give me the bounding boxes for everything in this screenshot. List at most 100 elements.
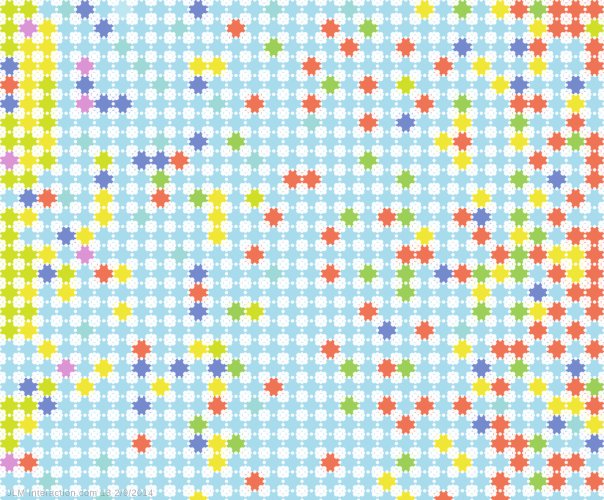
mosaic-tile [396, 283, 416, 302]
mosaic-tile [264, 188, 284, 208]
mosaic-tile [434, 245, 453, 265]
mosaic-tile [75, 132, 95, 151]
mosaic-tile [490, 151, 510, 170]
mosaic-tile [264, 75, 284, 95]
mosaic-tile [75, 226, 95, 246]
mosaic-tile [113, 264, 133, 284]
mosaic-tile [358, 283, 378, 302]
mosaic-tile [226, 434, 246, 453]
mosaic-tile [94, 434, 114, 453]
mosaic-tile [113, 132, 133, 151]
mosaic-tile [509, 471, 529, 491]
mosaic-tile [283, 320, 302, 340]
mosaic-tile [207, 151, 227, 170]
mosaic-tile [94, 37, 114, 57]
mosaic-tile [509, 264, 529, 284]
mosaic-tile [113, 18, 133, 38]
mosaic-tile [377, 94, 397, 114]
mosaic-tile [509, 113, 529, 133]
mosaic-tile [18, 264, 38, 284]
mosaic-tile [471, 377, 491, 397]
mosaic-tile [547, 302, 567, 321]
mosaic-tile [339, 396, 359, 416]
mosaic-tile [18, 320, 38, 340]
mosaic-tile [453, 453, 472, 472]
mosaic-tile [56, 169, 76, 189]
mosaic-tile [245, 339, 265, 359]
mosaic-tile [264, 226, 284, 246]
mosaic-tile [490, 339, 510, 359]
mosaic-tile [339, 37, 359, 57]
mosaic-tile [528, 151, 548, 170]
mosaic-tile [37, 94, 57, 114]
mosaic-tile [415, 151, 435, 170]
mosaic-tile [151, 434, 170, 453]
mosaic-tile [339, 358, 359, 378]
mosaic-tile [113, 188, 133, 208]
mosaic-tile [75, 75, 95, 95]
mosaic-tile [188, 75, 208, 95]
mosaic-tile [245, 377, 265, 397]
mosaic-tile [585, 339, 604, 359]
mosaic-tile [490, 302, 510, 321]
mosaic-tile [471, 302, 491, 321]
mosaic-tile [132, 320, 151, 340]
mosaic-tile [151, 0, 170, 19]
mosaic-tile [302, 18, 321, 38]
mosaic-tile [264, 18, 284, 38]
mosaic-tile [302, 396, 321, 416]
mosaic-tile [226, 169, 246, 189]
mosaic-tile [339, 415, 359, 435]
mosaic-tile [490, 18, 510, 38]
mosaic-tile [18, 226, 38, 246]
mosaic-tile [509, 245, 529, 265]
mosaic-tile [169, 358, 189, 378]
mosaic-tile [0, 453, 19, 472]
mosaic-tile [0, 94, 19, 114]
mosaic-tile [490, 396, 510, 416]
mosaic-tile [207, 264, 227, 284]
mosaic-tile [528, 434, 548, 453]
mosaic-tile [226, 226, 246, 246]
mosaic-tile [453, 75, 472, 95]
mosaic-tile [283, 283, 302, 302]
mosaic-tile [396, 490, 416, 500]
mosaic-tile [490, 94, 510, 114]
mosaic-tile [566, 339, 586, 359]
mosaic-tile [528, 490, 548, 500]
mosaic-tile [415, 396, 435, 416]
mosaic-tile [339, 377, 359, 397]
mosaic-tile [188, 94, 208, 114]
mosaic-tile [396, 320, 416, 340]
mosaic-tile [188, 18, 208, 38]
mosaic-tile [0, 226, 19, 246]
mosaic-tile [0, 56, 19, 76]
mosaic-tile [226, 18, 246, 38]
mosaic-tile [377, 283, 397, 302]
mosaic-tile [320, 396, 340, 416]
mosaic-tile [358, 207, 378, 227]
mosaic-tile [377, 169, 397, 189]
mosaic-tile [75, 358, 95, 378]
mosaic-tile [151, 94, 170, 114]
mosaic-tile [264, 245, 284, 265]
mosaic-tile [75, 415, 95, 435]
mosaic-tile [245, 302, 265, 321]
mosaic-tile [37, 75, 57, 95]
mosaic-tile [358, 434, 378, 453]
mosaic-tile [283, 188, 302, 208]
mosaic-tile [302, 132, 321, 151]
mosaic-tile [490, 264, 510, 284]
mosaic-tile [169, 415, 189, 435]
mosaic-tile [151, 377, 170, 397]
mosaic-tile [264, 339, 284, 359]
mosaic-tile [75, 264, 95, 284]
mosaic-tile [151, 132, 170, 151]
mosaic-tile [113, 37, 133, 57]
mosaic-tile [207, 396, 227, 416]
mosaic-tile [264, 283, 284, 302]
mosaic-tile [547, 396, 567, 416]
mosaic-tile [75, 113, 95, 133]
mosaic-tile [396, 264, 416, 284]
mosaic-tile [339, 151, 359, 170]
